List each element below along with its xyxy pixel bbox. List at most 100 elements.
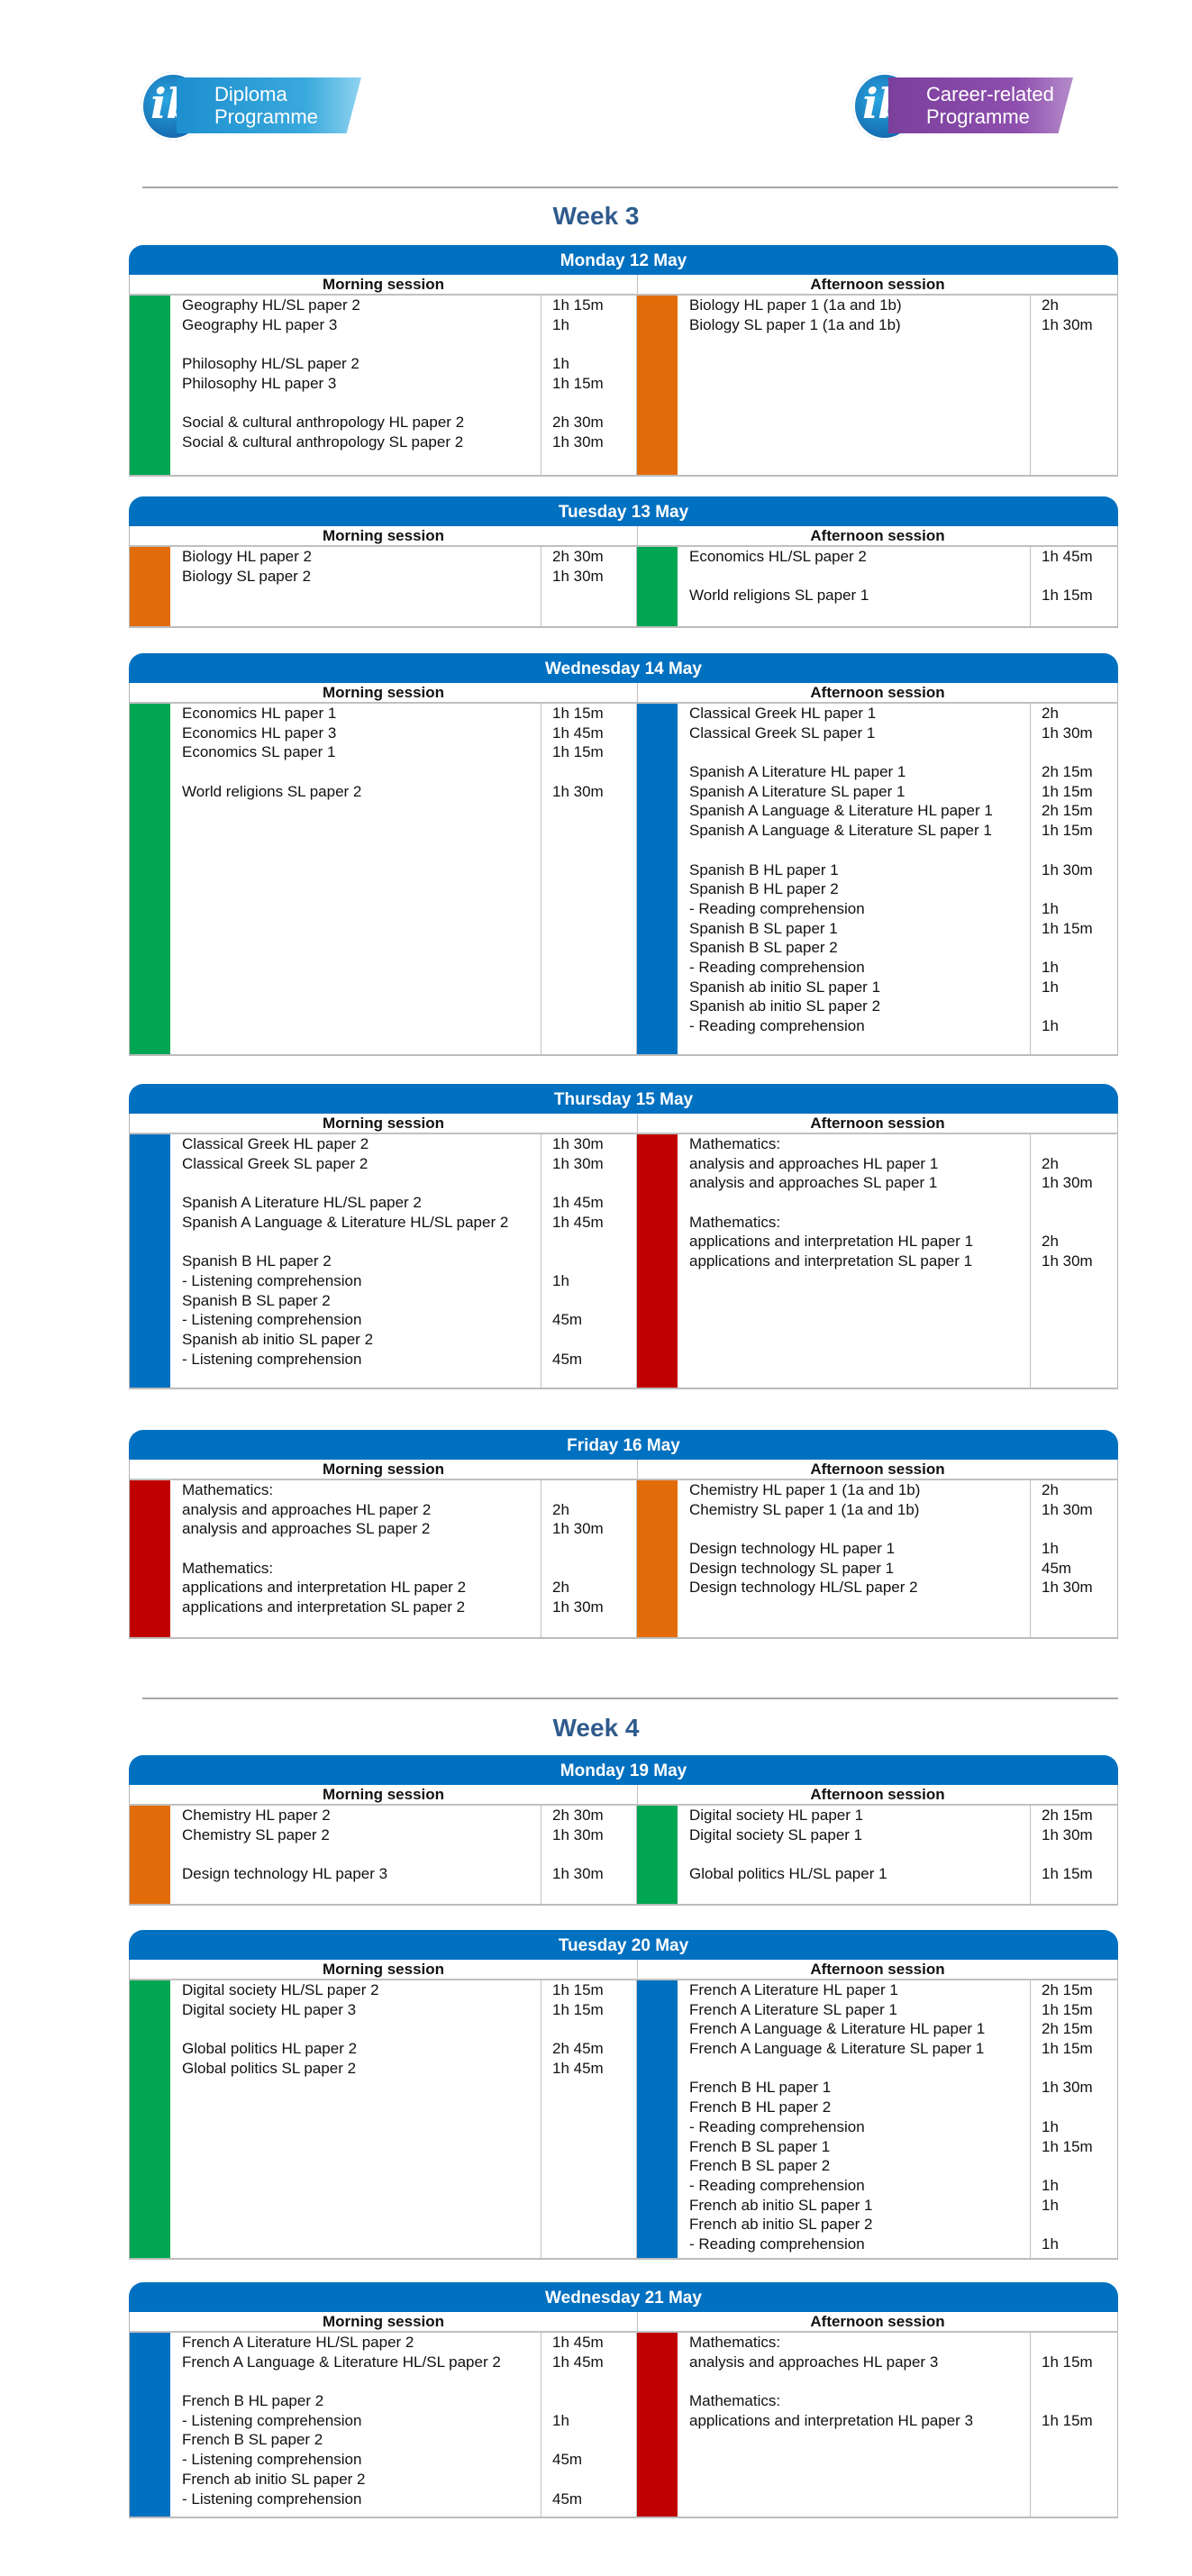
exam-name: French A Language & Literature SL paper … bbox=[689, 2040, 985, 2058]
exam-name: Social & cultural anthropology HL paper … bbox=[182, 414, 465, 432]
duration-list: 1h 45m 1h 45m 1h 45m 45m bbox=[541, 2333, 637, 2517]
exam-duration: 1h 15m bbox=[552, 296, 604, 314]
exam-duration: 2h 30m bbox=[552, 1807, 604, 1824]
exam-name: analysis and approaches SL paper 2 bbox=[182, 1520, 431, 1538]
exam-list: Economics HL paper 1 Economics HL paper 3… bbox=[170, 704, 541, 1054]
exam-list: French A Literature HL paper 1 French A L… bbox=[678, 1980, 1031, 2258]
duration-list: 2h 30m 1h 30m bbox=[541, 547, 637, 626]
morning-subject-color-bar bbox=[130, 1806, 170, 1904]
session-header-row: Morning session Afternoon session bbox=[129, 1114, 1118, 1134]
exam-list: Mathematics: analysis and approaches HL p… bbox=[678, 1134, 1031, 1388]
exam-duration bbox=[552, 2391, 636, 2411]
exam-duration: 1h 15m bbox=[1042, 2411, 1093, 2429]
exam-name: French ab initio SL paper 2 bbox=[182, 2470, 366, 2488]
exam-name bbox=[182, 1844, 541, 1864]
exam-duration: 1h bbox=[552, 355, 569, 373]
afternoon-session: Chemistry HL paper 1 (1a and 1b) Chemistr… bbox=[637, 1480, 1117, 1637]
exam-duration: 2h bbox=[1042, 1481, 1059, 1498]
exam-name: Biology SL paper 1 (1a and 1b) bbox=[689, 315, 901, 333]
exam-duration: 1h bbox=[552, 315, 569, 333]
exam-name: Classical Greek SL paper 1 bbox=[689, 724, 876, 742]
exam-duration bbox=[1042, 2098, 1117, 2117]
exam-name: Spanish B HL paper 2 bbox=[689, 880, 839, 898]
session-header-row: Morning session Afternoon session bbox=[129, 526, 1118, 547]
exam-duration: 1h 15m bbox=[1042, 587, 1093, 605]
exam-list: Biology HL paper 2 Biology SL paper 2 bbox=[170, 547, 541, 626]
exam-duration: 2h bbox=[552, 1579, 569, 1597]
exam-duration: 1h bbox=[1042, 899, 1059, 917]
exam-duration: 1h 15m bbox=[1042, 822, 1093, 840]
exam-name: Chemistry HL paper 1 (1a and 1b) bbox=[689, 1481, 921, 1498]
exam-duration bbox=[552, 2430, 636, 2450]
exam-duration: 1h 30m bbox=[552, 1520, 604, 1538]
exam-name: - Reading comprehension bbox=[689, 2235, 865, 2253]
exam-name: Spanish B SL paper 1 bbox=[689, 919, 838, 937]
afternoon-session: Mathematics: analysis and approaches HL p… bbox=[637, 1134, 1117, 1388]
exam-duration bbox=[1042, 742, 1117, 762]
exam-name: Digital society HL/SL paper 2 bbox=[182, 1981, 379, 1998]
exam-duration: 1h 15m bbox=[552, 2000, 604, 2018]
exam-name: applications and interpretation SL paper… bbox=[182, 1598, 466, 1616]
exam-duration bbox=[552, 1480, 636, 1500]
exam-name: - Listening comprehension bbox=[182, 2411, 362, 2429]
exam-duration: 1h 30m bbox=[552, 1825, 604, 1843]
exam-duration: 1h 15m bbox=[1042, 919, 1093, 937]
exam-duration bbox=[552, 1844, 636, 1864]
duration-list: 1h 30m 1h 30m 1h 45m 1h 45m 1h 45m 45m bbox=[541, 1134, 637, 1388]
exam-duration: 45m bbox=[552, 2490, 583, 2508]
exam-name: - Listening comprehension bbox=[182, 1271, 362, 1289]
duration-list: 2h 1h 30m bbox=[1031, 296, 1117, 475]
exam-duration: 2h bbox=[1042, 705, 1059, 722]
section-divider bbox=[142, 187, 1118, 188]
day-header: Monday 12 May bbox=[129, 245, 1118, 275]
exam-name bbox=[182, 1173, 541, 1193]
exam-name: World religions SL paper 2 bbox=[182, 782, 362, 800]
exam-duration: 2h bbox=[1042, 296, 1059, 314]
exam-name: Classical Greek HL paper 2 bbox=[182, 1135, 369, 1152]
morning-subject-color-bar bbox=[130, 547, 170, 626]
session-header-row: Morning session Afternoon session bbox=[129, 2312, 1118, 2333]
exam-duration: 1h 45m bbox=[552, 1213, 604, 1231]
exam-duration bbox=[1042, 1134, 1117, 1154]
duration-list: 1h 15m 1h 15m bbox=[1031, 2333, 1117, 2517]
exam-duration bbox=[1042, 841, 1117, 860]
day-block: Tuesday 13 May Morning session Afternoon s… bbox=[129, 496, 1118, 628]
exam-duration bbox=[1042, 2156, 1117, 2176]
exam-duration bbox=[552, 1291, 636, 1311]
exam-list: Mathematics: analysis and approaches HL p… bbox=[170, 1480, 541, 1637]
morning-session-label: Morning session bbox=[130, 683, 638, 702]
exam-duration: 1h 15m bbox=[1042, 2353, 1093, 2371]
exam-name: - Reading comprehension bbox=[689, 2176, 865, 2194]
exam-duration: 45m bbox=[552, 1311, 583, 1329]
exam-duration: 1h bbox=[1042, 2117, 1059, 2135]
exam-duration: 1h bbox=[1042, 958, 1059, 976]
exam-list: Classical Greek HL paper 1 Classical Gree… bbox=[678, 704, 1031, 1054]
exam-name: - Listening comprehension bbox=[182, 1311, 362, 1329]
exam-duration: 2h 45m bbox=[552, 2040, 604, 2058]
exam-name: Mathematics: bbox=[689, 1135, 781, 1152]
exam-duration bbox=[1042, 997, 1117, 1016]
duration-list: 2h 30m 1h 30m 1h 30m bbox=[541, 1806, 637, 1904]
exam-name: analysis and approaches SL paper 1 bbox=[689, 1174, 938, 1192]
morning-session: Mathematics: analysis and approaches HL p… bbox=[130, 1480, 637, 1637]
exam-duration: 45m bbox=[552, 1350, 583, 1368]
afternoon-session-label: Afternoon session bbox=[810, 1961, 945, 1978]
afternoon-subject-color-bar bbox=[637, 2333, 678, 2517]
afternoon-subject-color-bar bbox=[637, 704, 678, 1054]
duration-list: 2h 1h 30m 2h 1h 30m bbox=[1031, 1134, 1117, 1388]
exam-name: Classical Greek HL paper 1 bbox=[689, 705, 877, 722]
afternoon-session: Digital society HL paper 1 Digital societ… bbox=[637, 1806, 1117, 1904]
exam-duration: 1h 30m bbox=[552, 432, 604, 451]
afternoon-subject-color-bar bbox=[637, 1134, 678, 1388]
exam-name: Design technology HL paper 3 bbox=[182, 1865, 388, 1883]
exam-name: Philosophy HL paper 3 bbox=[182, 374, 337, 392]
exam-duration bbox=[552, 2470, 636, 2490]
exam-duration: 1h 15m bbox=[1042, 782, 1093, 800]
duration-list: 1h 15m 1h 45m 1h 15m 1h 30m bbox=[541, 704, 637, 1054]
day-header: Tuesday 13 May bbox=[129, 496, 1118, 526]
exam-name: Spanish B SL paper 2 bbox=[689, 939, 838, 957]
exam-name: analysis and approaches HL paper 3 bbox=[689, 2353, 939, 2371]
day-body: Mathematics: analysis and approaches HL p… bbox=[129, 1480, 1118, 1639]
exam-duration: 1h 15m bbox=[552, 743, 604, 761]
exam-list: Classical Greek HL paper 2 Classical Gree… bbox=[170, 1134, 541, 1388]
